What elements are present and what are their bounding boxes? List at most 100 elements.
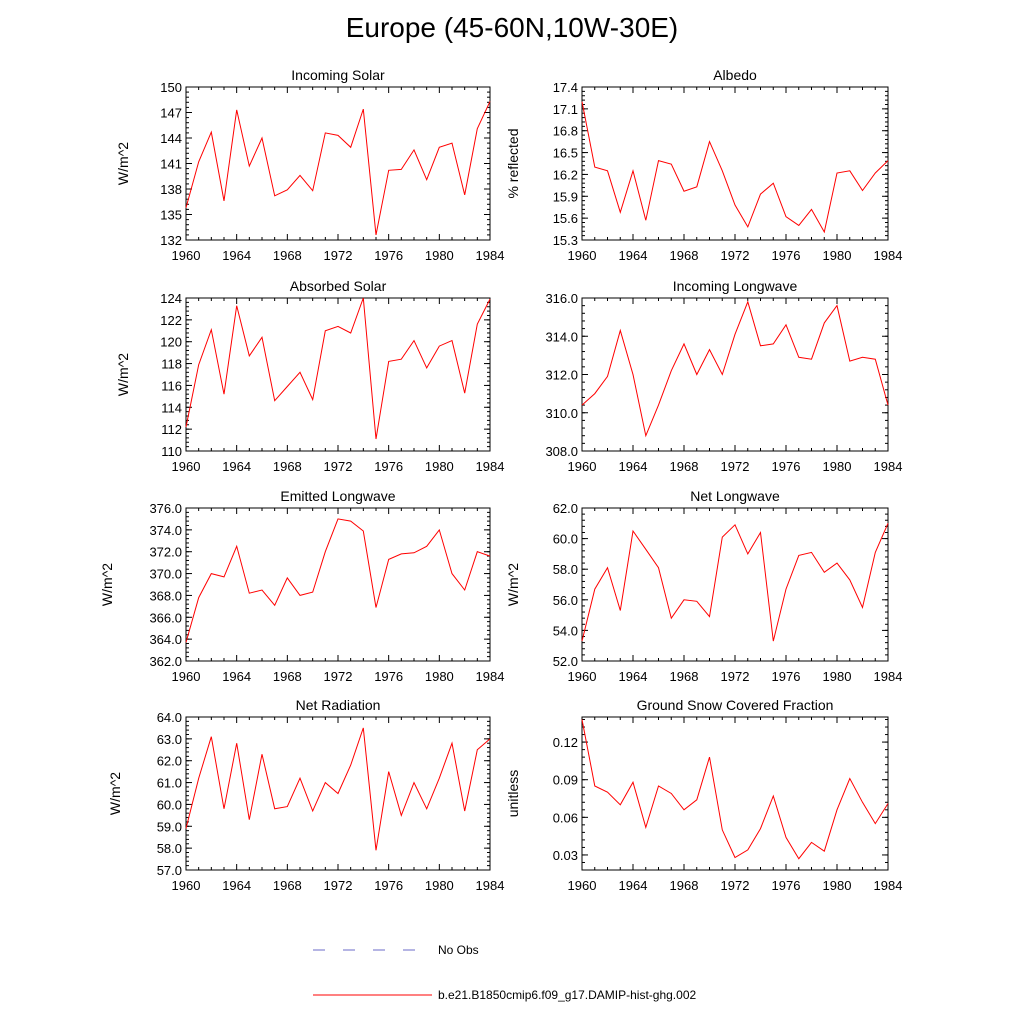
x-tick-label: 1968 xyxy=(670,669,699,684)
y-tick-label: 364.0 xyxy=(149,632,182,647)
y-tick-label: 62.0 xyxy=(553,501,578,516)
y-tick-label: 372.0 xyxy=(149,545,182,560)
x-tick-label: 1960 xyxy=(568,878,597,893)
x-tick-label: 1968 xyxy=(273,248,302,263)
x-tick-label: 1980 xyxy=(425,669,454,684)
y-tick-label: 150 xyxy=(160,80,182,95)
x-tick-label: 1976 xyxy=(374,459,403,474)
y-tick-label: 122 xyxy=(160,313,182,328)
y-tick-label: 316.0 xyxy=(545,291,578,306)
y-tick-label: 63.0 xyxy=(157,732,182,747)
y-tick-label: 368.0 xyxy=(149,588,182,603)
y-tick-label: 116 xyxy=(161,378,182,393)
x-tick-label: 1976 xyxy=(374,669,403,684)
y-axis-label: unitless xyxy=(505,770,521,817)
y-tick-label: 141 xyxy=(160,157,182,172)
chart-title: Net Longwave xyxy=(690,488,780,504)
chart-title: Absorbed Solar xyxy=(290,278,387,294)
x-tick-label: 1960 xyxy=(172,669,201,684)
series-line xyxy=(581,523,889,642)
chart-title: Incoming Longwave xyxy=(673,278,798,294)
y-tick-label: 312.0 xyxy=(545,368,578,383)
x-tick-label: 1972 xyxy=(324,459,353,474)
x-tick-label: 1980 xyxy=(823,459,852,474)
x-tick-label: 1964 xyxy=(222,459,251,474)
x-tick-label: 1972 xyxy=(721,248,750,263)
chart-title: Net Radiation xyxy=(296,697,381,713)
y-axis-label: W/m^2 xyxy=(99,563,115,606)
y-tick-label: 58.0 xyxy=(553,562,578,577)
x-tick-label: 1972 xyxy=(721,459,750,474)
y-axis-label: W/m^2 xyxy=(115,353,131,396)
x-tick-label: 1980 xyxy=(823,248,852,263)
y-tick-label: 314.0 xyxy=(545,329,578,344)
x-tick-label: 1960 xyxy=(568,669,597,684)
y-tick-label: 308.0 xyxy=(545,444,578,459)
x-tick-label: 1972 xyxy=(721,878,750,893)
x-tick-label: 1976 xyxy=(772,248,801,263)
y-tick-label: 16.2 xyxy=(553,167,578,182)
x-tick-label: 1972 xyxy=(324,248,353,263)
y-tick-label: 374.0 xyxy=(149,523,182,538)
y-tick-label: 60.0 xyxy=(553,532,578,547)
y-tick-label: 376.0 xyxy=(149,501,182,516)
x-tick-label: 1964 xyxy=(222,878,251,893)
y-tick-label: 132 xyxy=(160,233,182,248)
chart-title: Emitted Longwave xyxy=(280,488,395,504)
y-tick-label: 64.0 xyxy=(157,710,182,725)
x-tick-label: 1976 xyxy=(374,248,403,263)
series-line xyxy=(581,719,889,860)
y-tick-label: 138 xyxy=(160,182,182,197)
x-tick-label: 1980 xyxy=(823,669,852,684)
x-tick-label: 1968 xyxy=(273,878,302,893)
series-line xyxy=(185,518,491,643)
y-tick-label: 144 xyxy=(160,131,182,146)
x-tick-label: 1980 xyxy=(425,248,454,263)
y-tick-label: 15.3 xyxy=(553,233,578,248)
y-tick-label: 366.0 xyxy=(149,610,182,625)
x-tick-label: 1984 xyxy=(476,248,505,263)
x-tick-label: 1964 xyxy=(619,878,648,893)
x-tick-label: 1964 xyxy=(619,248,648,263)
page-title: Europe (45-60N,10W-30E) xyxy=(345,12,679,43)
x-tick-label: 1984 xyxy=(874,669,903,684)
y-tick-label: 310.0 xyxy=(545,406,578,421)
y-tick-label: 58.0 xyxy=(157,841,182,856)
y-tick-label: 118 xyxy=(161,357,182,372)
x-tick-label: 1968 xyxy=(670,878,699,893)
y-tick-label: 110 xyxy=(161,444,182,459)
y-tick-label: 57.0 xyxy=(157,863,182,878)
y-tick-label: 59.0 xyxy=(157,819,182,834)
x-tick-label: 1960 xyxy=(568,248,597,263)
y-tick-label: 61.0 xyxy=(157,776,182,791)
y-axis-label: W/m^2 xyxy=(505,563,521,606)
series-line xyxy=(581,101,889,234)
y-tick-label: 60.0 xyxy=(157,797,182,812)
y-tick-label: 112 xyxy=(161,422,182,437)
x-tick-label: 1976 xyxy=(772,878,801,893)
x-tick-label: 1976 xyxy=(772,669,801,684)
y-tick-label: 15.9 xyxy=(553,189,578,204)
x-tick-label: 1972 xyxy=(721,669,750,684)
y-tick-label: 16.5 xyxy=(553,146,578,161)
y-tick-label: 120 xyxy=(160,335,182,350)
y-axis-label: W/m^2 xyxy=(115,142,131,185)
y-tick-label: 17.4 xyxy=(553,80,578,95)
y-tick-label: 124 xyxy=(160,291,182,306)
y-tick-label: 15.6 xyxy=(553,211,578,226)
series-line xyxy=(185,297,491,440)
y-tick-label: 135 xyxy=(160,208,182,223)
y-tick-label: 0.09 xyxy=(553,773,578,788)
x-tick-label: 1984 xyxy=(874,459,903,474)
x-tick-label: 1964 xyxy=(619,459,648,474)
x-tick-label: 1972 xyxy=(324,878,353,893)
x-tick-label: 1984 xyxy=(476,669,505,684)
y-tick-label: 17.1 xyxy=(553,102,578,117)
y-axis-label: % reflected xyxy=(505,128,521,198)
series-line xyxy=(185,101,491,235)
